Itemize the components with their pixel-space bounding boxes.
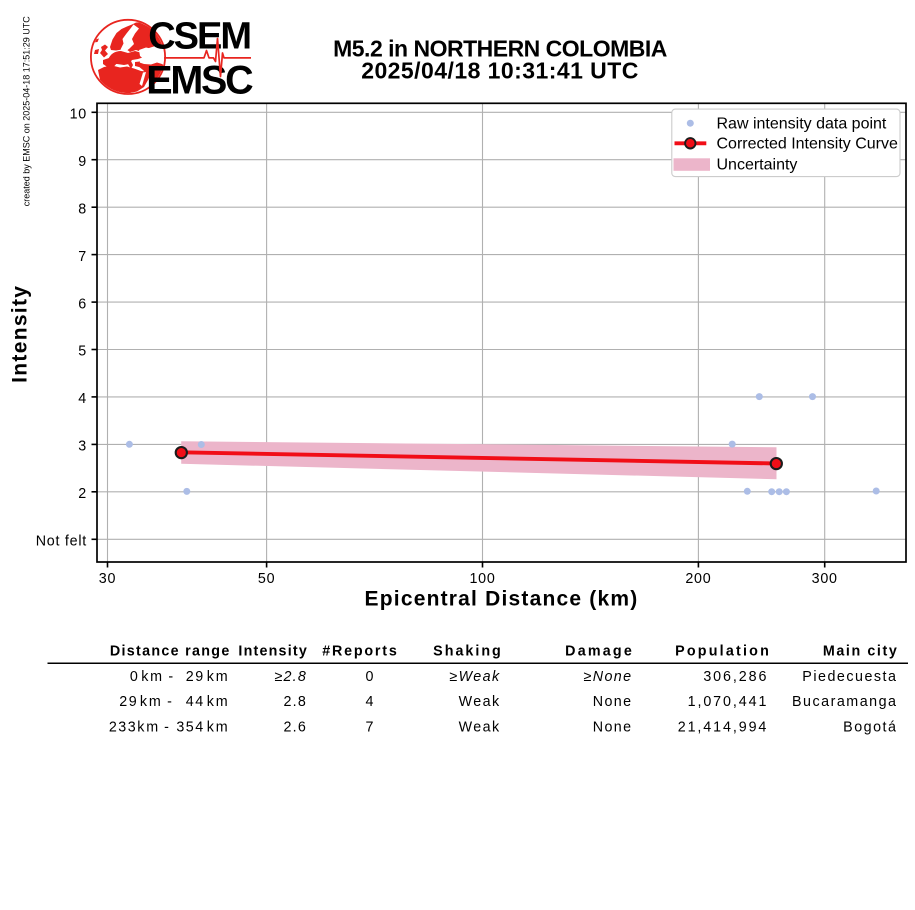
svg-text:5: 5 <box>78 344 87 360</box>
svg-text:354: 354 <box>176 719 204 735</box>
svg-text:7: 7 <box>78 249 87 265</box>
svg-text:50: 50 <box>258 571 275 587</box>
svg-text:29: 29 <box>186 669 205 685</box>
svg-text:8: 8 <box>78 201 87 217</box>
svg-text:6: 6 <box>78 296 87 312</box>
svg-text:1,070,441: 1,070,441 <box>688 694 769 710</box>
svg-text:4: 4 <box>366 694 374 710</box>
svg-text:Piedecuesta: Piedecuesta <box>802 669 897 685</box>
svg-text:29: 29 <box>119 694 138 710</box>
svg-text:7: 7 <box>366 719 374 735</box>
svg-text:30: 30 <box>99 571 116 587</box>
svg-text:10: 10 <box>70 107 87 123</box>
svg-text:None: None <box>593 719 633 735</box>
svg-text:Shaking: Shaking <box>433 644 503 660</box>
svg-text:Bogotá: Bogotá <box>843 719 897 735</box>
svg-text:km: km <box>207 694 230 710</box>
svg-text:Uncertainty: Uncertainty <box>717 157 798 174</box>
svg-text:-: - <box>167 694 172 710</box>
svg-text:9: 9 <box>78 154 87 170</box>
svg-text:-: - <box>168 669 173 685</box>
svg-text:100: 100 <box>469 571 495 587</box>
svg-text:Intensity: Intensity <box>238 644 308 660</box>
svg-text:≥None: ≥None <box>583 669 632 685</box>
svg-text:Weak: Weak <box>459 719 501 735</box>
svg-text:44: 44 <box>186 694 205 710</box>
svg-text:None: None <box>593 694 633 710</box>
svg-text:≥Weak: ≥Weak <box>449 669 500 685</box>
svg-text:#Reports: #Reports <box>322 644 398 660</box>
svg-text:Main city: Main city <box>823 644 899 660</box>
svg-text:Epicentral Distance (km): Epicentral Distance (km) <box>365 587 639 610</box>
svg-text:Population: Population <box>675 644 771 660</box>
svg-text:200: 200 <box>685 571 711 587</box>
svg-text:-: - <box>164 719 169 735</box>
svg-text:Distance range: Distance range <box>110 644 231 660</box>
svg-text:0: 0 <box>366 669 374 685</box>
svg-text:km: km <box>207 669 230 685</box>
svg-text:306,286: 306,286 <box>703 669 768 685</box>
svg-text:km: km <box>141 669 164 685</box>
svg-text:0: 0 <box>130 669 139 685</box>
svg-text:Raw intensity data point: Raw intensity data point <box>717 116 887 133</box>
svg-text:Bucaramanga: Bucaramanga <box>792 694 898 710</box>
svg-text:2: 2 <box>78 486 87 502</box>
svg-text:3: 3 <box>78 439 87 455</box>
svg-text:Not felt: Not felt <box>36 534 87 550</box>
svg-text:Intensity: Intensity <box>9 285 32 383</box>
svg-text:≥2.8: ≥2.8 <box>274 669 307 685</box>
svg-text:21,414,994: 21,414,994 <box>678 719 769 735</box>
svg-text:km: km <box>207 719 230 735</box>
svg-text:233: 233 <box>109 719 137 735</box>
svg-text:2.8: 2.8 <box>284 694 307 710</box>
svg-text:km: km <box>140 694 163 710</box>
svg-text:km: km <box>137 719 160 735</box>
svg-text:Damage: Damage <box>565 644 634 660</box>
svg-text:created by EMSC on 2025-04-18: created by EMSC on 2025-04-18 17:51:29 U… <box>21 16 31 207</box>
svg-text:M5.2 in NORTHERN COLOMBIA: M5.2 in NORTHERN COLOMBIA <box>333 35 667 61</box>
svg-text:2.6: 2.6 <box>284 719 307 735</box>
svg-text:300: 300 <box>812 571 838 587</box>
svg-text:EMSC: EMSC <box>146 59 253 103</box>
svg-text:4: 4 <box>78 391 87 407</box>
svg-text:CSEM: CSEM <box>148 15 250 57</box>
svg-text:Corrected Intensity Curve: Corrected Intensity Curve <box>717 136 899 153</box>
svg-text:2025/04/18 10:31:41 UTC: 2025/04/18 10:31:41 UTC <box>361 57 639 83</box>
svg-text:Weak: Weak <box>459 694 501 710</box>
